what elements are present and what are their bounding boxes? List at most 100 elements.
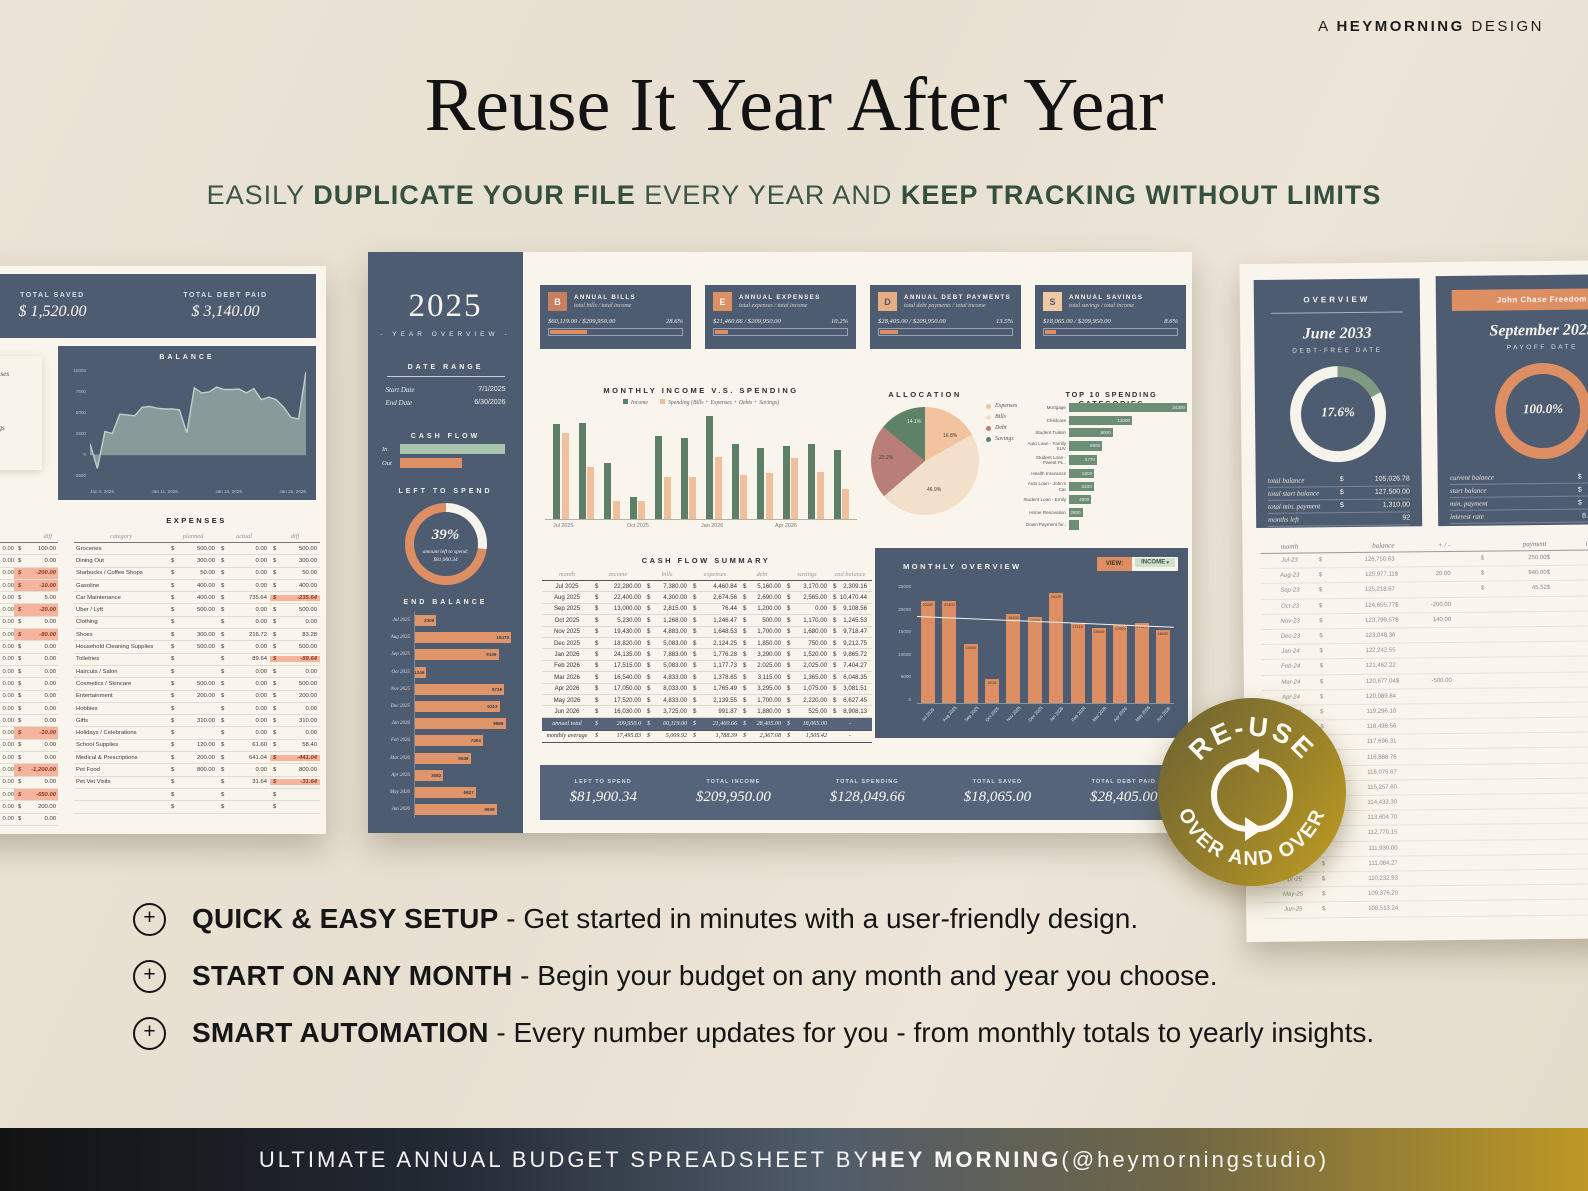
- adjustment-cell: [1407, 756, 1457, 757]
- interest-cell: [1559, 770, 1588, 771]
- interest-cell: [1557, 603, 1588, 604]
- bar-value: 6048: [458, 755, 469, 761]
- x-tick: Apr 2026: [1112, 705, 1129, 723]
- category-label: Mortgage: [1046, 404, 1066, 410]
- payment-cell: 250.00: [1528, 555, 1547, 562]
- feature-title: SMART AUTOMATION: [192, 1017, 489, 1048]
- subtitle-part: EVERY YEAR AND: [635, 180, 901, 210]
- month-label: Jan 2026: [391, 721, 410, 727]
- month-label: Jun 2026: [391, 807, 410, 813]
- expense-category: Medical & Prescriptions: [76, 754, 138, 761]
- footer-bar: ULTIMATE ANNUAL BUDGET SPREADSHEET BY HE…: [0, 1128, 1588, 1191]
- actual-cell: $89.64: [221, 656, 267, 663]
- date-value: 7/1/2025: [478, 386, 506, 393]
- money-cell: $2,124.25: [693, 639, 737, 647]
- diff-cell: $50.00: [273, 570, 317, 577]
- end-balance-row: Jan 2026 9866: [368, 715, 523, 733]
- detail-label: start balance: [1449, 486, 1487, 495]
- balance-cell: 123,048.36: [1365, 632, 1396, 639]
- diff-cell: $0.00: [18, 742, 56, 749]
- diff-cell: $83.28: [273, 631, 317, 638]
- bar-value: 6880: [1090, 443, 1101, 449]
- adjustment-cell: -200.00: [1430, 601, 1452, 608]
- table-row: Jun 2026 $16,030.00 $3,725.00 $991.87 $1,880…: [542, 706, 872, 718]
- overview-bar: 24135: [1049, 592, 1064, 703]
- monthly-average-row: monthly average $17,495.83 $5,009.92 $1,788…: [542, 730, 872, 743]
- table-row: 0.00 $ -200.00: [0, 567, 58, 580]
- month-cell: Sep 2025: [553, 605, 581, 613]
- bar-value: 17515: [1072, 624, 1083, 630]
- diff-cell: $0.00: [18, 644, 56, 651]
- payment-cell: [1494, 862, 1550, 863]
- table-row: Car Maintenance $400.00 $735.64 $ -235.64: [74, 592, 320, 605]
- cashflow-summary-table: month income bills expenses debt savings end b…: [542, 569, 872, 743]
- y-tick: 10000: [898, 651, 911, 657]
- spending-bar: [587, 466, 594, 519]
- table-row: 0.00 $ -1,200.00: [0, 764, 58, 777]
- category-bar: 5100: [1069, 481, 1094, 492]
- expense-category: Pet Vet Visits: [76, 779, 111, 786]
- bar-value: 24135: [1050, 593, 1062, 599]
- view-selector[interactable]: VIEW: INCOME: [1096, 557, 1178, 571]
- money-cell: $4,883.00: [647, 628, 687, 636]
- view-dropdown[interactable]: INCOME: [1132, 557, 1178, 571]
- income-bar: [706, 415, 713, 519]
- detail-label: total min. payment: [1267, 502, 1321, 511]
- table-row: 0.00 $0.00: [0, 617, 58, 630]
- detail-label: total start balance: [1267, 489, 1320, 498]
- cut-cell: 0.00: [2, 594, 14, 601]
- expense-category: Haircuts / Salon: [76, 668, 118, 675]
- table-row: 0.00 $0.00: [0, 691, 58, 703]
- end-balance-row: Aug 2025 10470: [368, 629, 523, 647]
- date-range-row: Start Date 7/1/2025: [386, 383, 506, 396]
- month-cell: May-25: [1283, 891, 1304, 898]
- table-row: 0.00 $0.00: [0, 555, 58, 568]
- detail-row: months left 92: [1268, 512, 1411, 527]
- balance-chart-title: BALANCE: [159, 354, 215, 361]
- bar-value: 9213: [487, 704, 498, 710]
- table-row: Haircuts / Salon $ $0.00 $0.00: [74, 666, 320, 679]
- legend-dot-icon: [986, 414, 991, 420]
- category-bar: [1069, 520, 1079, 530]
- stat-value: $128,049.66: [829, 789, 905, 805]
- cut-cell: 0.00: [2, 717, 14, 724]
- bar-pair: [782, 412, 798, 519]
- balance-area-chart: [89, 370, 307, 476]
- annual-total-row: annual total $209,950.0 $60,119.00 $21,460.…: [542, 717, 872, 731]
- bar-value: 1246: [414, 669, 425, 675]
- bar-pair: [808, 412, 824, 519]
- view-label: VIEW:: [1096, 557, 1133, 571]
- money-cell: $24,135.00: [595, 651, 641, 659]
- month-cell: Jul-23: [1281, 557, 1298, 564]
- planned-cell: $200.00: [171, 693, 215, 700]
- money-cell: $9,108.56: [833, 605, 867, 613]
- actual-cell: $0.00: [221, 693, 267, 700]
- feature-row: START ON ANY MONTH - Begin your budget o…: [133, 958, 1374, 994]
- balance-cell: 120,677.04: [1365, 678, 1396, 685]
- diff-cell: $0.00: [273, 705, 317, 712]
- money-cell: $60,119.00: [647, 720, 687, 727]
- left-to-spend-percent: 39%: [431, 527, 460, 543]
- stat-amounts: $18,065.00 / $209,950.00: [1043, 318, 1111, 325]
- actual-cell: $641.04: [221, 754, 267, 761]
- stat-label: TOTAL SAVED: [20, 291, 85, 299]
- month-cell: Aug 2025: [553, 594, 581, 602]
- table-header: diff: [0, 530, 58, 543]
- month-cell: Mar 2026: [554, 673, 580, 681]
- dashboard-footer-stats: LEFT TO SPEND $81,900.34 TOTAL INCOME $209,…: [540, 765, 1187, 820]
- diff-cell: $0.00: [18, 705, 56, 712]
- actual-cell: $0.00: [221, 680, 267, 687]
- money-cell: $500.00: [743, 616, 781, 624]
- month-cell: Sep-23: [1280, 588, 1300, 595]
- x-tick: Jan 18, 2026: [215, 489, 242, 494]
- x-tick: Nov 2025: [1005, 705, 1023, 723]
- diff-cell: $ -10.00: [14, 727, 58, 739]
- expense-category: Starbucks / Coffee Shops: [76, 570, 143, 577]
- detail-row: current balance$0.00: [1449, 470, 1588, 485]
- interest-cell: [1560, 861, 1588, 862]
- money-cell: $1,520.00: [787, 651, 827, 659]
- money-cell: $3,115.00: [743, 673, 781, 681]
- x-tick: Sep 2025: [963, 705, 980, 723]
- cash-flow-title: CASH FLOW: [410, 433, 481, 440]
- stat-percent: 10.2%: [830, 318, 848, 325]
